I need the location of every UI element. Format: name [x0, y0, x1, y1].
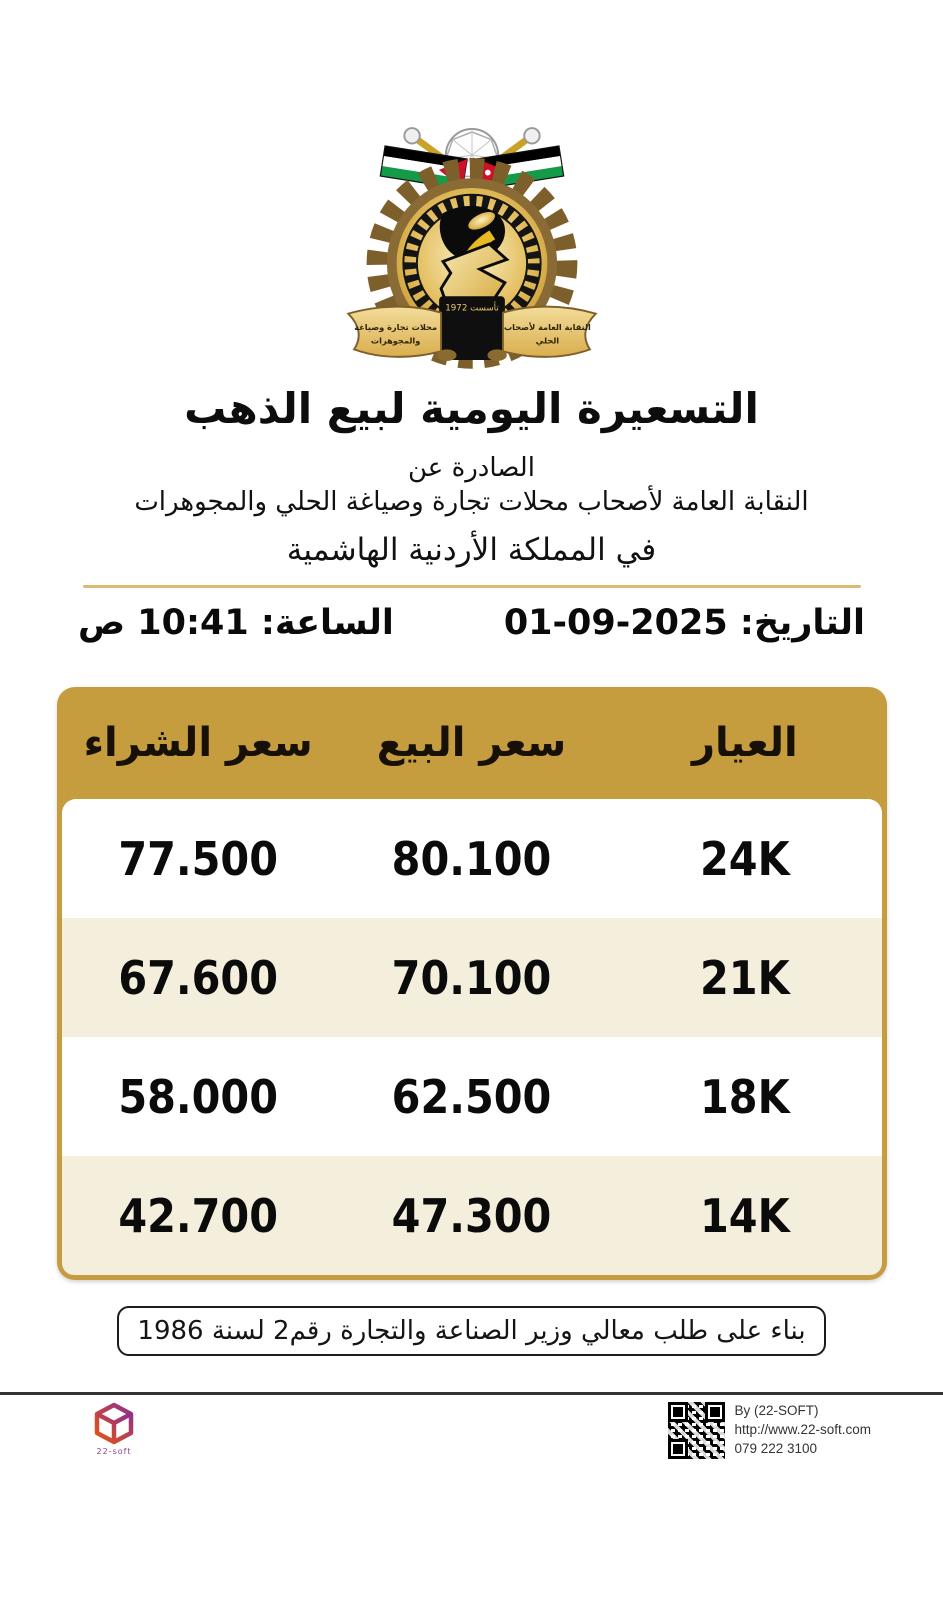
page-title: التسعيرة اليومية لبيع الذهب: [184, 384, 759, 433]
buy-price-cell: 77.500: [118, 831, 279, 886]
sell-price-cell: 70.100: [391, 950, 552, 1005]
legal-note-wrap: بناء على طلب معالي وزير الصناعة والتجارة…: [0, 1306, 943, 1356]
karat-column-header: العيار: [691, 720, 798, 766]
kingdom-label: في المملكة الأردنية الهاشمية: [286, 532, 657, 568]
sell-price-cell: 47.300: [391, 1188, 552, 1243]
buy-price-cell: 58.000: [118, 1069, 279, 1124]
gold-divider: [82, 585, 861, 588]
date-label: التاريخ:: [739, 603, 865, 643]
qr-finder-icon: [668, 1439, 689, 1459]
brand-small-label: 22-soft: [96, 1447, 132, 1456]
cube-logo-icon: [94, 1402, 134, 1445]
table-header-row: العيار سعر البيع سعر الشراء: [62, 687, 882, 799]
ribbon-banner: تأسست 1972 محلات تجارة وصياغة والمجوهرات…: [345, 296, 598, 361]
qr-finder-icon: [668, 1402, 689, 1422]
footer-separator: [0, 1392, 943, 1395]
sell-price-cell: 62.500: [391, 1069, 552, 1124]
syndicate-name-label: النقابة العامة لأصحاب محلات تجارة وصياغة…: [134, 487, 809, 517]
time-field: الساعة: 10:41 ص: [78, 603, 394, 643]
credit-text-block: By (22-SOFT) http://www.22-soft.com 079 …: [734, 1402, 871, 1459]
syndicate-emblem-logo: تأسست 1972 محلات تجارة وصياغة والمجوهرات…: [345, 127, 598, 369]
karat-cell: 21K: [700, 950, 790, 1005]
date-field: التاريخ: 01-09-2025: [504, 603, 865, 643]
sell-price-cell: 80.100: [391, 831, 552, 886]
karat-cell: 18K: [700, 1069, 790, 1124]
table-row: 24K 80.100 77.500: [61, 799, 882, 918]
buy-price-cell: 42.700: [118, 1188, 279, 1243]
karat-cell: 24K: [700, 831, 790, 886]
sell-price-column-header: سعر البيع: [376, 720, 567, 766]
table-row: 18K 62.500 58.000: [61, 1037, 882, 1156]
established-year-label: تأسست 1972: [445, 302, 499, 314]
buy-price-cell: 67.600: [118, 950, 279, 1005]
karat-cell: 14K: [700, 1188, 790, 1243]
table-row: 14K 47.300 42.700: [61, 1156, 882, 1275]
qr-code: [668, 1402, 726, 1459]
time-label: الساعة:: [260, 603, 394, 643]
ribbon-right-top-label: النقابة العامة لأصحاب: [503, 322, 590, 332]
crucible-pour-icon: [438, 205, 510, 323]
gold-price-table: العيار سعر البيع سعر الشراء 24K 80.100 7…: [56, 687, 887, 1280]
table-row: 21K 70.100 67.600: [61, 918, 882, 1037]
credit-by-label: By (22-SOFT): [734, 1403, 819, 1418]
qr-finder-icon: [705, 1402, 726, 1422]
ribbon-left-top-label: محلات تجارة وصياغة: [354, 322, 437, 333]
ribbon-left-bottom-label: والمجوهرات: [370, 336, 419, 347]
ribbon-right-bottom-label: الحلي: [535, 336, 559, 346]
developer-credit: By (22-SOFT) http://www.22-soft.com 079 …: [668, 1402, 871, 1459]
time-value: 10:41 ص: [78, 603, 249, 643]
legal-note: بناء على طلب معالي وزير الصناعة والتجارة…: [117, 1306, 826, 1356]
footer-credit-bar: 22-soft By (22-SOFT) http://www.22-soft.…: [0, 1402, 943, 1459]
issued-by-label: الصادرة عن: [408, 453, 535, 483]
table-body: 24K 80.100 77.500 21K 70.100 67.600 18K …: [61, 799, 882, 1275]
date-value: 01-09-2025: [503, 603, 728, 643]
credit-url-label: http://www.22-soft.com: [734, 1421, 871, 1437]
buy-price-column-header: سعر الشراء: [83, 720, 313, 766]
date-time-row: التاريخ: 01-09-2025 الساعة: 10:41 ص: [0, 603, 943, 643]
credit-phone-label: 079 222 3100: [734, 1440, 818, 1456]
software-brand: 22-soft: [82, 1402, 146, 1456]
